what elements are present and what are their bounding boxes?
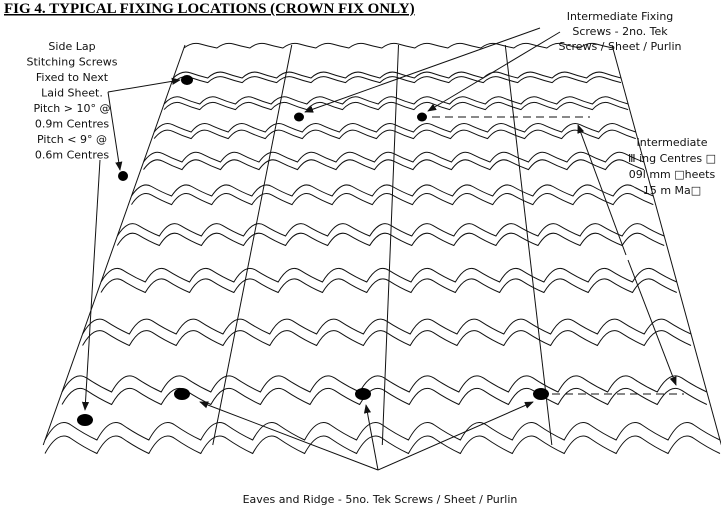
note-line: Pitch < 9° @ [37, 133, 107, 146]
leader-line [200, 402, 378, 470]
note-line: 15 m Ma□ [643, 184, 701, 197]
note-line: Intermediate Fixing [567, 10, 674, 23]
note-line: 09l mm □heets [629, 168, 716, 181]
leader-lines [85, 28, 676, 470]
screw [118, 171, 128, 181]
leader-line [305, 28, 540, 112]
screw [174, 388, 190, 400]
screw [417, 113, 427, 122]
screw [533, 388, 549, 400]
leader-line [108, 92, 120, 170]
intermediate-fixing-note: Intermediate Fixing Screws - 2no. Tek Scre… [558, 10, 681, 53]
note-line: Pitch > 10° @ [34, 102, 111, 115]
note-line: Side Lap [48, 40, 95, 53]
leader-line [366, 405, 378, 470]
intermediate-centres-note: Intermediate Ⅲ ing Centres □ 09l mm □heets… [628, 136, 716, 197]
figure-title: FIG 4. TYPICAL FIXING LOCATIONS (CROWN F… [4, 1, 415, 17]
eaves-ridge-note: Eaves and Ridge - 5no. Tek Screws / Shee… [243, 493, 518, 505]
note-line: Screws / Sheet / Purlin [558, 40, 681, 53]
sheet-lap [612, 45, 721, 445]
screws [77, 75, 549, 426]
screw [355, 388, 371, 400]
note-line: 0.9m Centres [35, 118, 109, 131]
note-line: Stitching Screws [27, 56, 118, 69]
screw [77, 414, 93, 426]
roof-sheets [43, 43, 721, 453]
note-line: 0.6m Centres [35, 149, 109, 162]
note-line: Intermediate [637, 136, 708, 149]
note-line: Ⅲ ing Centres □ [628, 152, 716, 165]
note-line: Screws - 2no. Tek [572, 25, 668, 38]
sheet-lap [505, 45, 552, 445]
sheet-lap [213, 45, 292, 445]
screw [181, 75, 193, 85]
note-line: Laid Sheet. [41, 87, 103, 100]
screw [294, 113, 304, 122]
note-line: Fixed to Next [36, 71, 109, 84]
side-lap-note: Side Lap Stitching Screws Fixed to Next Lai… [27, 40, 118, 162]
leader-line [85, 160, 100, 410]
diagram: FIG 4. TYPICAL FIXING LOCATIONS (CROWN F… [0, 0, 721, 505]
